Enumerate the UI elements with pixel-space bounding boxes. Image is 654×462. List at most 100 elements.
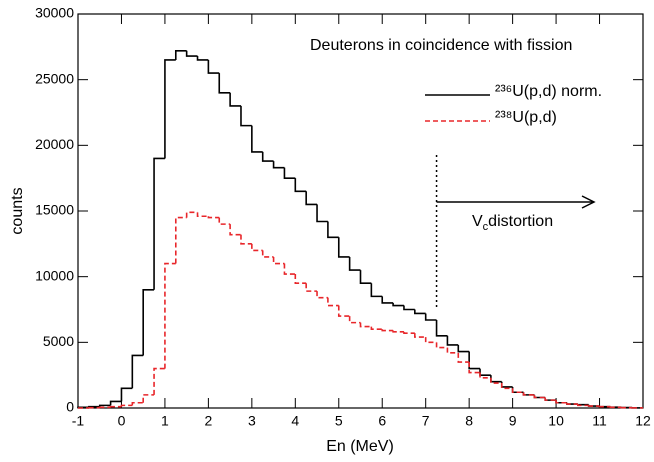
histogram-bin (370, 326, 383, 330)
y-tick-label: 5000 (43, 333, 74, 349)
histogram-bin (468, 351, 481, 370)
histogram-bin (109, 405, 122, 408)
histogram-bin (348, 316, 361, 324)
histogram-bin (435, 320, 448, 337)
y-tick-label: 25000 (35, 70, 74, 86)
y-tick-label: 15000 (35, 202, 74, 218)
histogram-bin (392, 302, 404, 307)
histogram-bin (131, 401, 144, 406)
histogram-bin (522, 392, 535, 396)
histogram-bin (164, 59, 176, 159)
histogram-bin (120, 387, 133, 402)
histogram-bin (261, 151, 274, 162)
histogram-bin (381, 329, 394, 332)
y-tick-label: 20000 (35, 136, 74, 152)
histogram-bin (424, 337, 437, 344)
histogram-bin (566, 402, 578, 405)
x-tick-label: 5 (335, 413, 343, 429)
histogram-bin (196, 56, 209, 61)
histogram-bin (305, 191, 318, 206)
histogram-bin (283, 167, 296, 179)
histogram-bin (174, 49, 187, 60)
histogram-bin (544, 397, 557, 401)
histogram-bin (218, 217, 231, 225)
histogram-bin (381, 296, 394, 304)
histogram-bin (327, 297, 339, 307)
histogram-bin (533, 394, 546, 399)
histogram-bin (294, 274, 307, 285)
histogram-bin (500, 383, 513, 390)
legend-label: ²³⁶U(p,d) norm. (495, 83, 602, 100)
histogram-bin (153, 157, 165, 290)
histogram-bin (359, 322, 372, 328)
histogram-bin (153, 367, 165, 395)
histogram-bin (446, 347, 459, 354)
histogram-bin (120, 404, 133, 407)
histogram-bin (294, 178, 307, 193)
y-tick-label: 0 (66, 399, 74, 415)
x-tick-label: 1 (161, 413, 169, 429)
histogram-bin (316, 291, 328, 299)
histogram-bin (414, 333, 426, 338)
chart-title: Deuterons in coincidence with fission (310, 37, 572, 54)
cutoff-label: Vcdistortion (472, 213, 553, 233)
histogram-bin (174, 216, 187, 264)
histogram-bin (327, 221, 339, 239)
histogram-bin (131, 354, 144, 389)
histogram-bin (185, 50, 198, 57)
histogram-bin (511, 388, 524, 394)
x-tick-label: 6 (378, 413, 386, 429)
histogram-bin (446, 335, 459, 346)
histogram-bin (316, 204, 328, 223)
x-tick-label: 3 (248, 413, 256, 429)
histogram-bin (185, 211, 198, 218)
x-tick-label: 0 (118, 413, 126, 429)
legend-label: ²³⁸U(p,d) (495, 109, 557, 126)
histogram-bin (218, 73, 231, 94)
histogram-bin (468, 362, 481, 374)
histogram-bin (337, 237, 350, 258)
x-tick-label: 10 (548, 413, 564, 429)
histogram-bin (229, 224, 241, 236)
histogram-bin (251, 243, 263, 252)
histogram-bin (109, 400, 122, 406)
histogram-bin (609, 406, 622, 409)
histogram-bin (337, 305, 350, 317)
histogram-bin (305, 283, 318, 292)
histogram-bin (490, 375, 502, 383)
histogram-bin (98, 404, 111, 407)
histogram-bin (359, 270, 372, 285)
histogram-bin (142, 289, 155, 356)
cutoff-label-sub: c (483, 221, 489, 233)
histogram-bin (229, 92, 241, 107)
x-tick-label: 11 (592, 413, 607, 429)
histogram-bin (240, 234, 252, 245)
x-tick-label: 7 (422, 413, 430, 429)
cutoff-label-main: V (472, 213, 483, 230)
histogram-bin (240, 105, 252, 127)
y-tick-label: 30000 (35, 5, 74, 21)
histogram-bin (490, 377, 502, 384)
histogram-bin (272, 161, 285, 169)
histogram-bin (283, 263, 296, 275)
histogram-bin (414, 309, 426, 315)
histogram-bin (457, 344, 470, 353)
cutoff-label-rest: distortion (488, 213, 553, 230)
histogram-bin (142, 394, 155, 403)
histogram-bin (272, 256, 285, 265)
histogram-bin (403, 305, 415, 311)
histogram-bin (207, 59, 220, 74)
x-axis-label: En (MeV) (326, 438, 394, 455)
histogram-bin (164, 262, 176, 369)
x-tick-label: 8 (465, 413, 473, 429)
y-tick-label: 10000 (35, 267, 74, 283)
histogram-bin (207, 216, 220, 219)
histogram-bin (251, 125, 263, 153)
histogram-bin (435, 342, 448, 349)
histogram-bin (424, 313, 437, 321)
histogram-bin (261, 250, 274, 258)
x-tick-label: 9 (509, 413, 517, 429)
x-tick-label: 12 (635, 413, 651, 429)
histogram-bin (370, 283, 383, 298)
